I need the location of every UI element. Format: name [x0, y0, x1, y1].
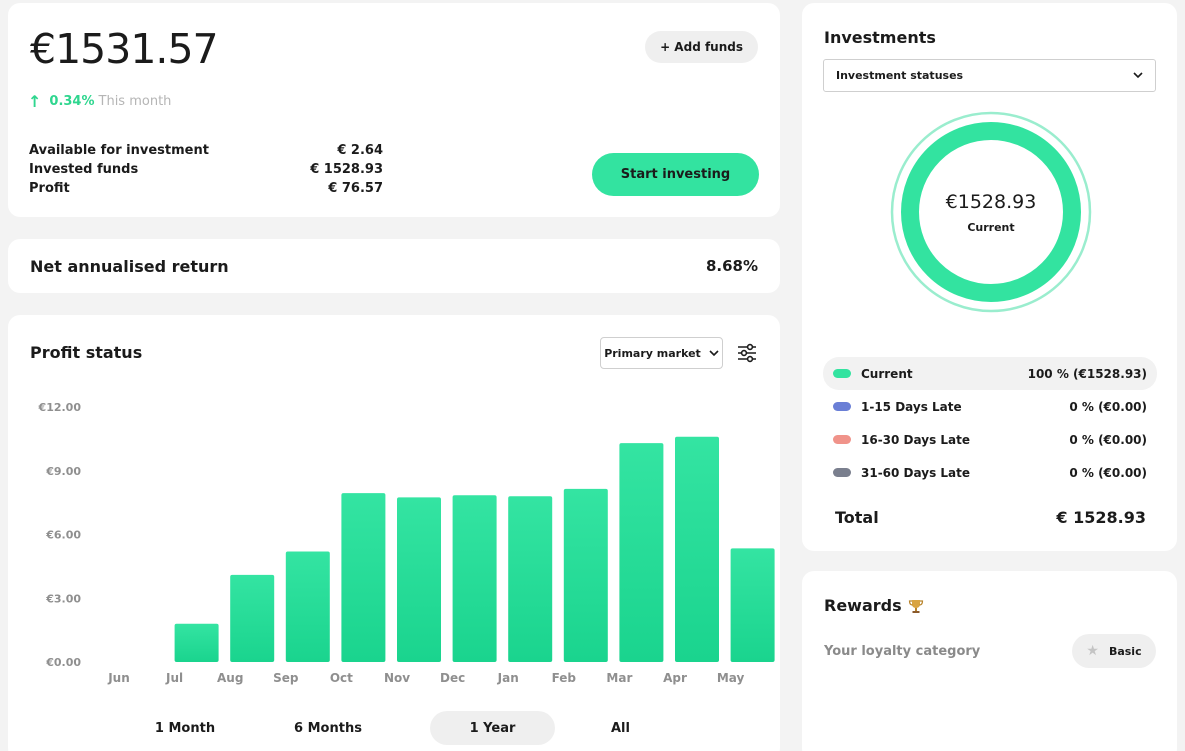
legend-value: 0 % (€0.00): [1069, 465, 1147, 480]
profit-status-card: Profit status Primary market €0.00 €3.00 €…: [8, 315, 780, 751]
tab-all[interactable]: All: [611, 720, 630, 736]
bar-may[interactable]: [730, 548, 775, 662]
net-return-value: 8.68%: [705, 257, 758, 275]
bar-jan[interactable]: [508, 496, 553, 662]
total-row: Total € 1528.93: [835, 508, 1146, 527]
stat-row-available: Available for investment € 2.64: [29, 141, 383, 160]
status-select-value: Investment statuses: [836, 69, 964, 82]
period-tabs: 1 Month 6 Months 1 Year All: [8, 711, 780, 745]
tab-1-month[interactable]: 1 Month: [154, 720, 216, 736]
x-tick-label: Dec: [440, 671, 465, 685]
legend-label: 1-15 Days Late: [861, 399, 962, 414]
profit-status-title: Profit status: [30, 343, 143, 362]
balance-stats: Available for investment € 2.64 Invested…: [29, 141, 383, 198]
star-icon: ★: [1086, 643, 1099, 659]
total-label: Total: [835, 508, 879, 527]
filter-sliders-icon[interactable]: [736, 342, 758, 364]
x-tick-label: Jun: [107, 671, 130, 685]
legend-item-16-30[interactable]: 16-30 Days Late 0 % (€0.00): [823, 423, 1157, 456]
bar-nov[interactable]: [397, 497, 441, 662]
x-tick-label: Jan: [497, 671, 519, 685]
chevron-down-icon: [1133, 72, 1143, 79]
monthly-change: ↑ 0.34% This month: [28, 92, 171, 111]
x-tick-label: Jul: [165, 671, 183, 685]
legend-item-current[interactable]: Current 100 % (€1528.93): [823, 357, 1157, 390]
net-return-label: Net annualised return: [30, 256, 229, 276]
stat-label: Profit: [29, 181, 70, 196]
net-return-card: Net annualised return 8.68%: [8, 239, 780, 293]
investment-status-select[interactable]: Investment statuses: [823, 59, 1156, 92]
legend-item-31-60[interactable]: 31-60 Days Late 0 % (€0.00): [823, 456, 1157, 489]
stat-row-invested: Invested funds € 1528.93: [29, 160, 383, 179]
stat-label: Invested funds: [29, 162, 139, 177]
legend-dot: [833, 468, 851, 477]
investments-card: Investments Investment statuses €1528.93…: [802, 3, 1177, 551]
donut-amount: €1528.93: [945, 190, 1037, 213]
bar-dec[interactable]: [452, 495, 497, 662]
x-tick-label: Mar: [606, 671, 632, 685]
legend-label: Current: [861, 366, 913, 381]
stat-label: Available for investment: [29, 143, 209, 158]
total-value: € 1528.93: [1056, 508, 1146, 527]
donut-segment-current: [901, 122, 1081, 302]
investment-donut-chart: [890, 111, 1092, 313]
change-percent: 0.34%: [49, 94, 95, 109]
tab-6-months[interactable]: 6 Months: [294, 720, 362, 736]
y-tick-label: €6.00: [45, 529, 81, 542]
investment-legend: Current 100 % (€1528.93) 1-15 Days Late …: [823, 357, 1157, 489]
bar-jul[interactable]: [174, 623, 219, 662]
bar-aug[interactable]: [230, 574, 275, 662]
stat-value: € 76.57: [328, 181, 383, 196]
x-tick-label: Apr: [663, 671, 687, 685]
profit-bar-chart: €0.00 €3.00 €6.00 €9.00 €12.00 Jun Jul Aug Sep O…: [38, 401, 775, 685]
add-funds-button[interactable]: + Add funds: [645, 31, 758, 63]
investments-title: Investments: [824, 28, 936, 47]
donut-center: €1528.93 Current: [890, 111, 1092, 313]
rewards-card: Rewards Your loyalty category ★ Basic: [802, 571, 1177, 751]
x-tick-label: Aug: [217, 671, 243, 685]
balance-card: €1531.57 ↑ 0.34% This month + Add funds …: [8, 3, 780, 217]
legend-dot: [833, 435, 851, 444]
donut-label: Current: [967, 220, 1015, 234]
bar-oct[interactable]: [341, 493, 386, 662]
tab-1-year[interactable]: 1 Year: [430, 711, 555, 745]
bar-sep[interactable]: [285, 551, 330, 663]
bar-feb[interactable]: [563, 488, 608, 662]
x-tick-label: Nov: [384, 671, 410, 685]
stat-value: € 1528.93: [310, 162, 383, 177]
loyalty-badge: ★ Basic: [1072, 634, 1156, 668]
change-label: This month: [98, 94, 172, 109]
trophy-icon: [908, 599, 923, 613]
x-tick-label: May: [717, 671, 745, 685]
chevron-down-icon: [709, 349, 719, 356]
legend-value: 100 % (€1528.93): [1027, 366, 1147, 381]
arrow-up-icon: ↑: [28, 92, 42, 111]
stat-row-profit: Profit € 76.57: [29, 179, 383, 198]
rewards-title-row: Rewards: [824, 596, 924, 615]
market-select-value: Primary market: [604, 346, 701, 360]
legend-label: 16-30 Days Late: [861, 432, 971, 447]
legend-value: 0 % (€0.00): [1069, 399, 1147, 414]
bar-mar[interactable]: [619, 443, 664, 662]
x-tick-label: Oct: [330, 671, 353, 685]
x-tick-label: Feb: [552, 671, 577, 685]
loyalty-label: Your loyalty category: [824, 644, 981, 659]
y-tick-label: €12.00: [38, 401, 82, 414]
market-select[interactable]: Primary market: [600, 337, 723, 369]
legend-value: 0 % (€0.00): [1069, 432, 1147, 447]
bar-apr[interactable]: [675, 436, 719, 662]
rewards-title: Rewards: [824, 596, 902, 615]
y-tick-label: €9.00: [45, 465, 81, 478]
legend-dot: [833, 402, 851, 411]
loyalty-category: Basic: [1108, 644, 1142, 658]
x-tick-label: Sep: [273, 671, 299, 685]
legend-label: 31-60 Days Late: [861, 465, 971, 480]
y-tick-label: €0.00: [45, 656, 81, 669]
stat-value: € 2.64: [337, 143, 383, 158]
y-tick-label: €3.00: [45, 592, 81, 605]
legend-dot: [833, 369, 851, 378]
start-investing-button[interactable]: Start investing: [592, 153, 759, 196]
legend-item-1-15[interactable]: 1-15 Days Late 0 % (€0.00): [823, 390, 1157, 423]
balance-amount: €1531.57: [30, 25, 219, 73]
